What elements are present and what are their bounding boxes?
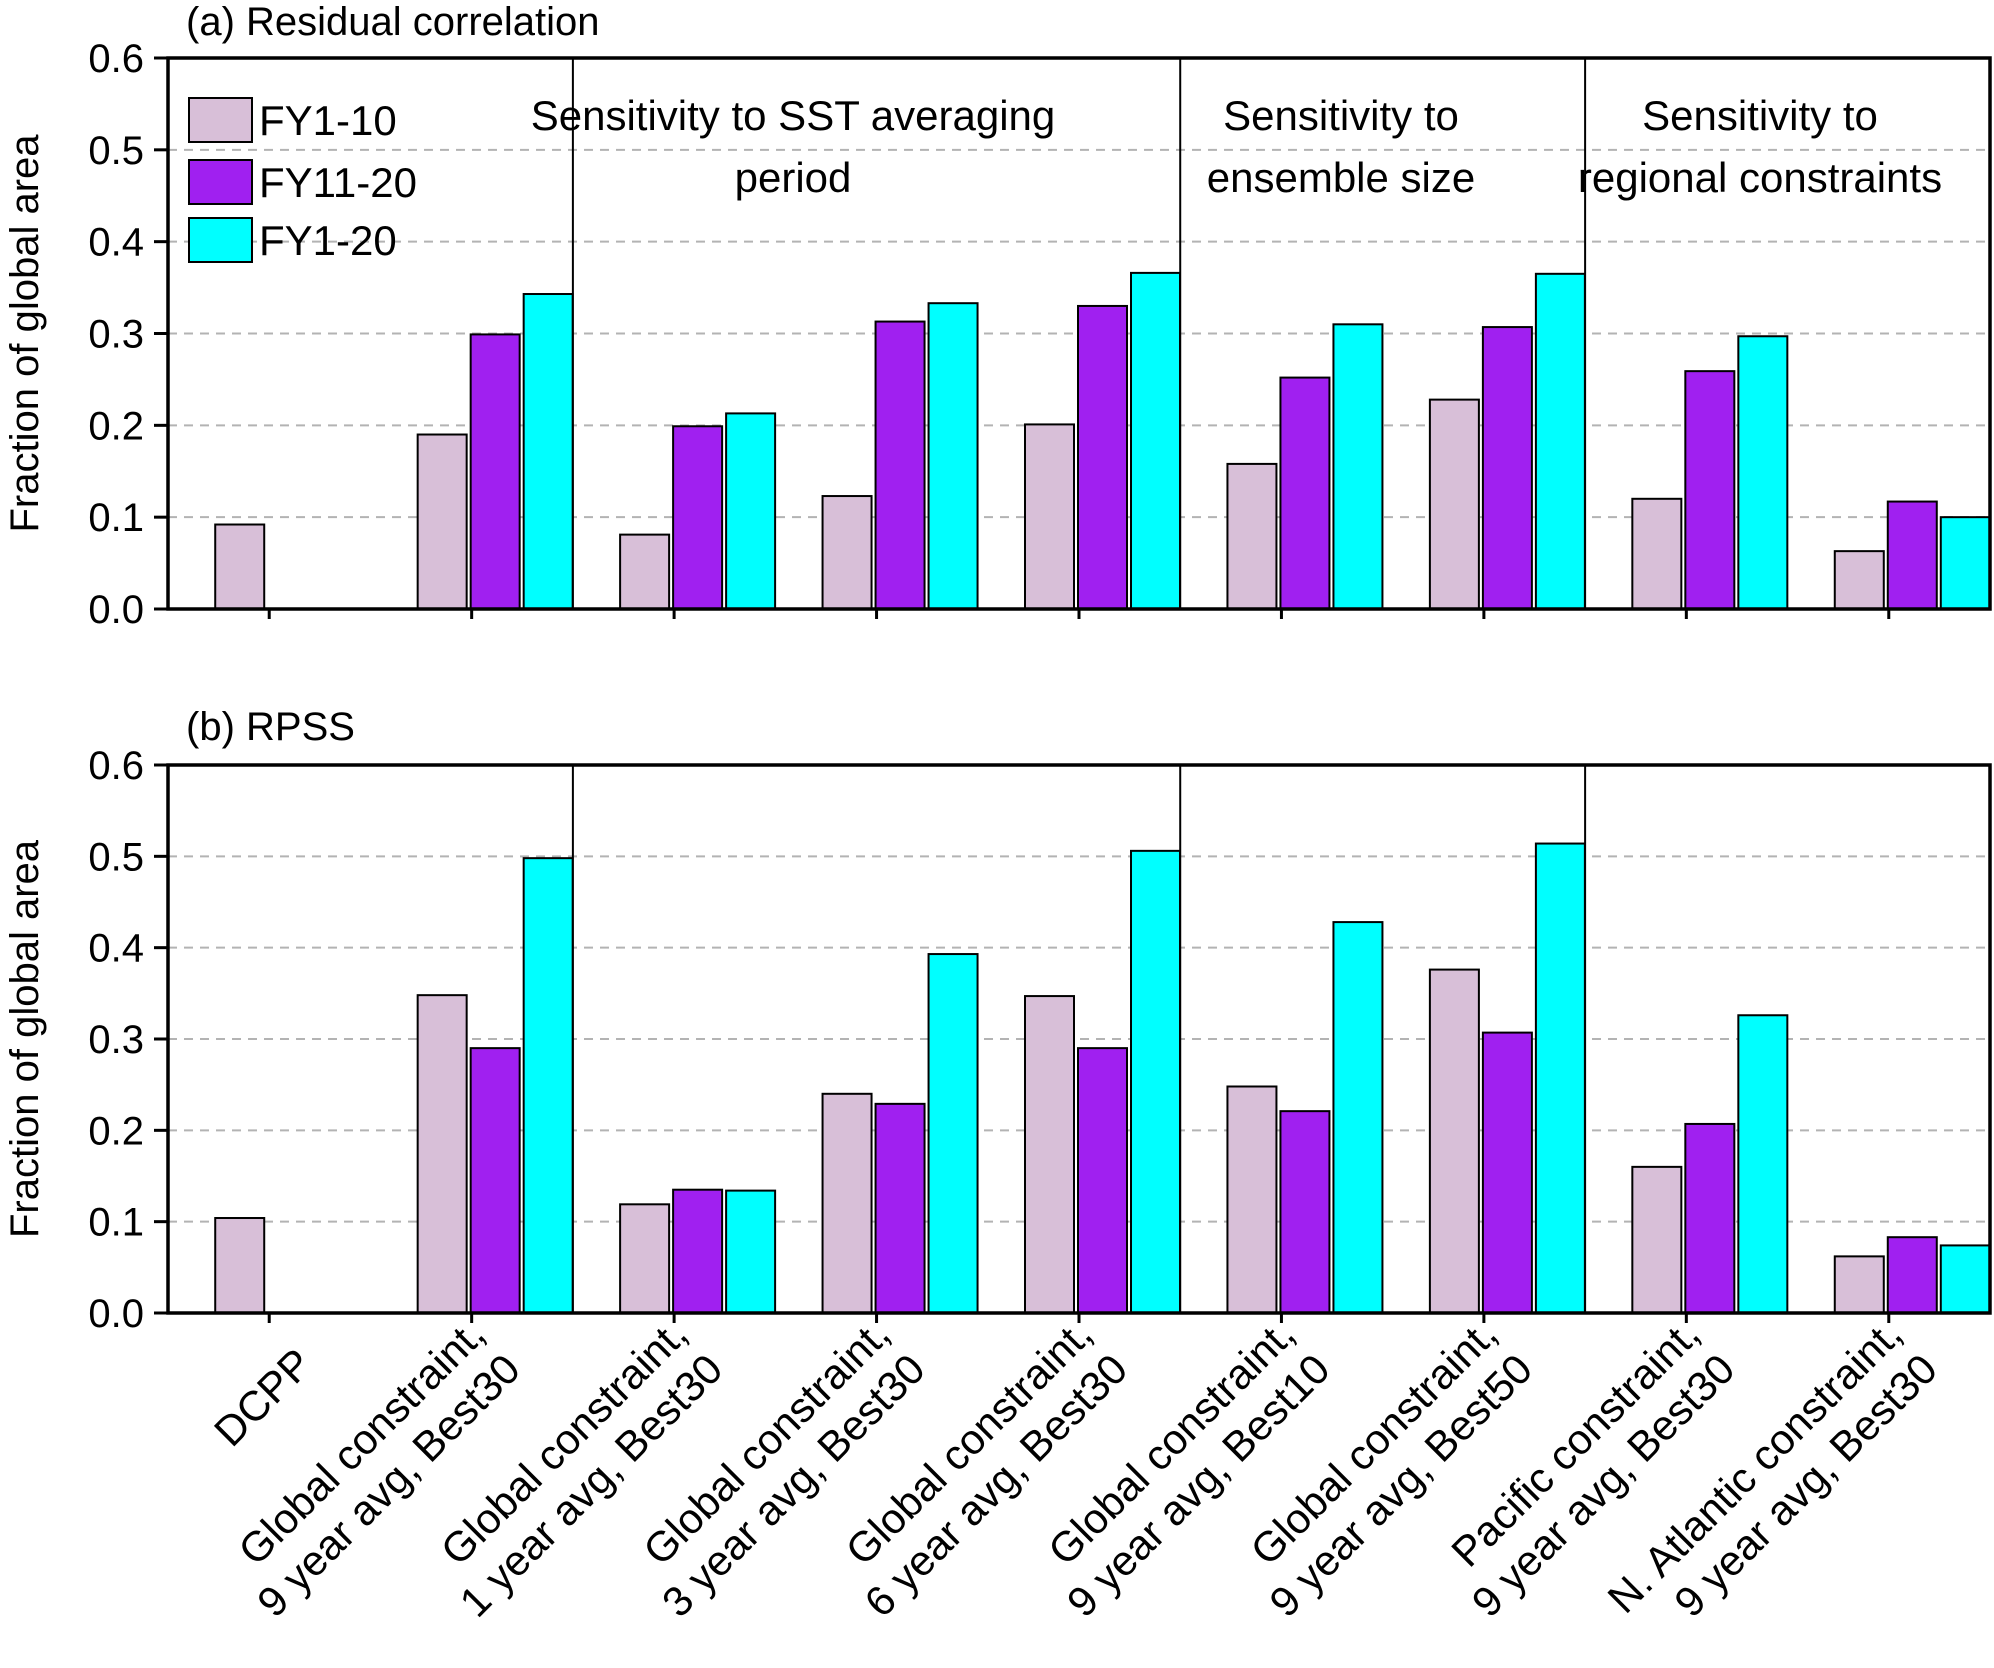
y-tick-label: 0.3 xyxy=(88,313,144,357)
bar-fy1-20-8 xyxy=(1939,1244,1991,1314)
bar-fy11-20-6 xyxy=(1481,326,1533,610)
panel-residual-correlation: 0.0 0.1 0.2 0.3 0.4 0.5 0.6 (a) Residual correl… xyxy=(3,0,1992,632)
bar-fy1-20-1 xyxy=(522,857,574,1314)
y-axis-label: Fraction of global area xyxy=(3,839,47,1238)
bar-fy1-10-4 xyxy=(1024,995,1075,1314)
bar-fy1-10-5 xyxy=(1226,462,1278,610)
panel-rpss: 0.0 0.1 0.2 0.3 0.4 0.5 0.6 (b) RPSS Fraction of… xyxy=(3,705,1992,1336)
section-label: Sensitivity to SST averaging xyxy=(531,92,1056,139)
legend: FY1-10 FY11-20 FY1-20 xyxy=(188,97,417,264)
bar-fy1-20-7 xyxy=(1737,335,1789,610)
y-tick-label: 0.0 xyxy=(88,1292,144,1336)
bar-fy1-20-2 xyxy=(725,1189,777,1314)
y-tick-label: 0.4 xyxy=(88,221,144,265)
y-tick-label: 0.6 xyxy=(88,37,144,81)
bar-fy1-20-2 xyxy=(725,412,777,610)
y-tick-label: 0.3 xyxy=(88,1018,144,1062)
bar-fy1-10-3 xyxy=(821,1092,873,1315)
bar-fy11-20-1 xyxy=(469,333,521,610)
legend-swatch-fy11-20 xyxy=(188,159,253,205)
bar-fy1-20-6 xyxy=(1534,272,1586,610)
panel-title: (b) RPSS xyxy=(186,705,355,749)
bar-fy1-10-0 xyxy=(214,1217,266,1314)
bar-fy1-20-8 xyxy=(1939,516,1991,611)
section-label: Sensitivity to xyxy=(1642,92,1878,139)
bar-fy1-20-4 xyxy=(1130,271,1181,610)
bar-fy1-20-5 xyxy=(1332,921,1384,1314)
bar-fy1-10-4 xyxy=(1024,423,1075,611)
legend-label-fy1-10: FY1-10 xyxy=(259,97,397,144)
bar-fy11-20-3 xyxy=(874,1102,926,1315)
bar-fy1-10-2 xyxy=(619,1203,671,1315)
bar-fy1-10-1 xyxy=(416,994,468,1314)
bar-fy1-10-8 xyxy=(1833,1255,1885,1314)
bar-fy1-10-2 xyxy=(619,533,671,610)
y-axis-label: Fraction of global area xyxy=(3,134,47,533)
bar-fy11-20-5 xyxy=(1279,376,1331,610)
legend-label-fy1-20: FY1-20 xyxy=(259,217,397,264)
y-tick-label: 0.5 xyxy=(88,129,144,173)
section-label: Sensitivity to xyxy=(1223,92,1459,139)
bar-fy11-20-8 xyxy=(1886,1236,1938,1315)
bar-fy1-10-1 xyxy=(416,433,468,610)
bar-fy11-20-7 xyxy=(1684,370,1736,610)
y-tick-label: 0.5 xyxy=(88,835,144,879)
y-tick-label: 0.0 xyxy=(88,588,144,632)
bar-fy11-20-4 xyxy=(1077,1047,1128,1314)
panel-title: (a) Residual correlation xyxy=(186,0,600,44)
x-tick-label-line: DCPP xyxy=(205,1339,321,1455)
bar-fy11-20-3 xyxy=(874,320,926,610)
bar-fy1-20-5 xyxy=(1332,323,1384,610)
bar-fy1-10-8 xyxy=(1833,550,1885,611)
bar-fy1-20-1 xyxy=(522,293,574,610)
section-label: regional constraints xyxy=(1578,154,1942,201)
bar-fy1-10-3 xyxy=(821,495,873,611)
bar-fy11-20-5 xyxy=(1279,1110,1331,1314)
bar-fy11-20-6 xyxy=(1481,1031,1533,1315)
section-label: ensemble size xyxy=(1207,154,1475,201)
bar-fy11-20-2 xyxy=(672,425,724,611)
section-label: period xyxy=(735,154,852,201)
y-tick-label: 0.2 xyxy=(88,1109,144,1153)
bar-fy1-20-6 xyxy=(1534,842,1586,1315)
bar-fy11-20-2 xyxy=(672,1188,724,1314)
legend-swatch-fy1-20 xyxy=(188,217,253,263)
legend-swatch-fy1-10 xyxy=(188,97,253,143)
y-tick-label: 0.2 xyxy=(88,404,144,448)
bar-fy1-20-3 xyxy=(927,302,979,610)
y-tick-label: 0.1 xyxy=(88,496,144,540)
y-tick-label: 0.1 xyxy=(88,1201,144,1245)
bar-fy1-10-7 xyxy=(1631,497,1683,610)
bar-fy1-10-6 xyxy=(1428,398,1480,610)
bar-fy11-20-4 xyxy=(1077,304,1128,610)
bar-fy1-20-7 xyxy=(1737,1014,1789,1315)
y-tick-label: 0.6 xyxy=(88,744,144,788)
bar-fy1-10-5 xyxy=(1226,1085,1278,1314)
bar-fy1-10-6 xyxy=(1428,968,1480,1314)
bar-fy11-20-1 xyxy=(469,1047,521,1314)
bar-fy11-20-7 xyxy=(1684,1122,1736,1314)
y-tick-label: 0.4 xyxy=(88,927,144,971)
legend-label-fy11-20: FY11-20 xyxy=(259,159,417,206)
bar-fy11-20-8 xyxy=(1886,500,1938,610)
bar-fy1-20-3 xyxy=(927,953,979,1314)
bar-fy1-10-0 xyxy=(214,523,266,610)
x-tick-label: DCPP xyxy=(205,1339,321,1455)
bar-fy1-10-7 xyxy=(1631,1165,1683,1315)
bar-fy1-20-4 xyxy=(1130,849,1181,1314)
